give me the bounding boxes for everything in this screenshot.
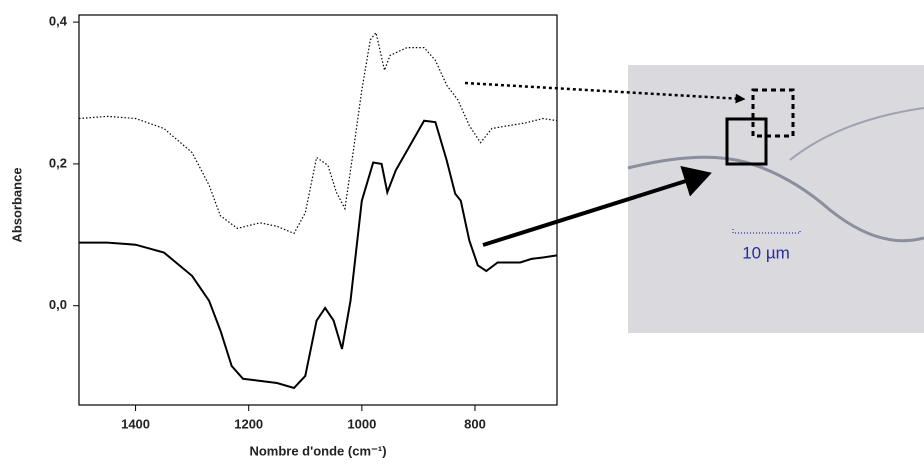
series-line: [78, 31, 558, 235]
arrow: [482, 165, 712, 247]
y-tick-label: 0,0: [49, 297, 67, 312]
x-tick-label: 1000: [347, 416, 376, 431]
micrograph: 10 µm: [627, 65, 924, 333]
fiber: [627, 155, 924, 243]
dashed-region: [751, 88, 795, 138]
x-axis-label: Nombre d'onde (cm⁻¹): [249, 443, 386, 458]
y-axis-label: Absorbance: [9, 167, 24, 242]
scale-bar: [732, 229, 801, 234]
x-tick-label: 800: [464, 416, 486, 431]
series-line: [79, 119, 558, 390]
arrow: [464, 81, 746, 104]
micrograph-background: [628, 65, 924, 333]
x-tick-label: 1400: [121, 416, 150, 431]
scale-label: 10 µm: [742, 243, 790, 262]
y-tick-label: 0,4: [49, 14, 68, 29]
plot-frame: [78, 14, 558, 406]
fiber: [789, 107, 924, 161]
solid-region: [725, 117, 768, 166]
x-tick-label: 1200: [234, 416, 263, 431]
y-tick-label: 0,2: [49, 155, 67, 170]
